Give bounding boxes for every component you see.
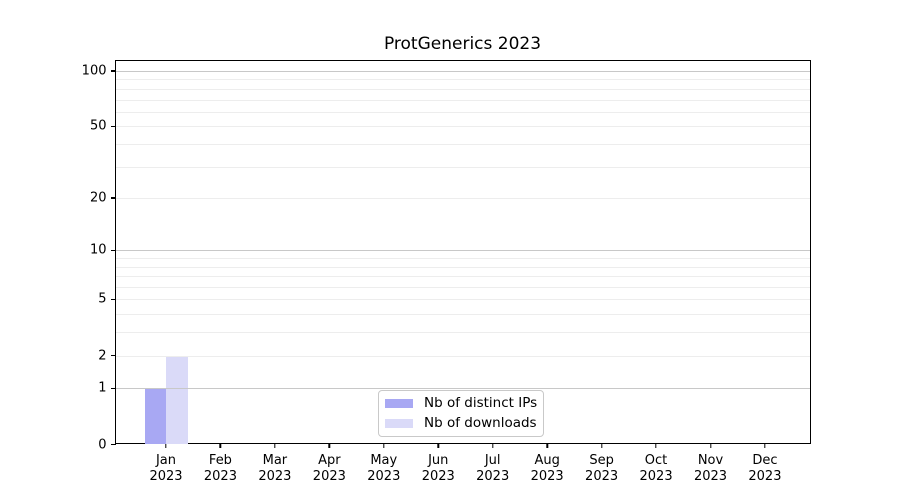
gridline-minor	[115, 88, 810, 90]
legend-entry-distinct-ips: Nb of distinct IPs	[385, 395, 537, 412]
y-tick	[110, 70, 116, 72]
bar-distinct-ips-jan	[144, 388, 166, 445]
y-tick-label: 0	[98, 437, 107, 452]
gridline-minor	[115, 198, 810, 200]
x-tick-label-dec: Dec 2023	[748, 452, 782, 484]
gridline-minor	[115, 314, 810, 316]
y-tick	[110, 125, 116, 127]
chart-title: ProtGenerics 2023	[383, 34, 542, 54]
gridline-minor	[115, 143, 810, 145]
bar-downloads-jan	[166, 355, 188, 445]
y-tick-label: 100	[81, 63, 107, 79]
gridline-minor	[115, 111, 810, 113]
x-tick-label-nov: Nov 2023	[693, 452, 728, 484]
gridline-minor	[115, 99, 810, 101]
y-tick	[110, 298, 116, 301]
y-tick-label: 20	[89, 190, 107, 206]
gridline-major	[115, 388, 810, 390]
x-tick	[764, 442, 766, 448]
x-tick	[491, 442, 494, 448]
gridline-minor	[115, 355, 810, 357]
x-tick	[600, 442, 603, 448]
x-tick	[546, 442, 548, 448]
y-tick-label: 50	[89, 118, 107, 134]
y-tick	[110, 354, 116, 357]
x-tick-label-jun: Jun 2023	[421, 452, 455, 484]
x-tick-label-jul: Jul 2023	[476, 452, 510, 484]
gridline-major	[115, 250, 810, 252]
y-tick	[110, 387, 116, 390]
x-tick	[709, 442, 712, 448]
y-tick	[110, 249, 116, 252]
legend-label: Nb of downloads	[424, 415, 537, 432]
plot-area: 0 1 2 5 10 20 50 100 Jan 2023 Feb 2023 Mar 2023 Apr 20…	[82, 60, 811, 484]
gridline-minor	[115, 299, 810, 301]
gridline-minor	[115, 79, 810, 81]
x-tick-label-jan: Jan 2023	[149, 452, 183, 484]
y-tick	[110, 443, 116, 446]
legend-swatch-icon	[385, 419, 413, 429]
y-tick-label: 1	[98, 380, 107, 396]
x-tick-label-may: May 2023	[367, 452, 401, 484]
x-tick	[274, 442, 276, 448]
x-tick	[383, 442, 385, 448]
y-tick-label: 5	[98, 291, 107, 307]
x-tick-label-sep: Sep 2023	[585, 452, 619, 484]
x-tick	[328, 442, 331, 448]
gridline-minor	[115, 266, 810, 268]
x-tick-label-aug: Aug 2023	[530, 452, 564, 484]
y-tick-label: 2	[98, 348, 107, 364]
gridline-minor	[115, 287, 810, 289]
x-tick-label-apr: Apr 2023	[312, 452, 346, 484]
y-tick-label: 10	[89, 242, 107, 258]
legend-entry-downloads: Nb of downloads	[385, 416, 537, 433]
x-tick	[165, 442, 167, 448]
legend: Nb of distinct IPs Nb of downloads	[378, 390, 544, 437]
legend-swatch-icon	[385, 398, 413, 408]
x-tick-label-mar: Mar 2023	[258, 452, 292, 484]
x-tick	[655, 442, 657, 448]
x-tick-label-oct: Oct 2023	[639, 452, 673, 484]
gridline-minor	[115, 276, 810, 278]
x-tick	[437, 442, 439, 448]
gridline-minor	[115, 258, 810, 260]
gridline-minor	[115, 126, 810, 128]
y-tick	[110, 197, 116, 199]
gridline-minor	[115, 166, 810, 168]
x-tick	[219, 442, 222, 448]
gridline-minor	[115, 332, 810, 334]
x-tick-label-feb: Feb 2023	[203, 452, 237, 484]
gridline-major	[115, 70, 810, 72]
legend-label: Nb of distinct IPs	[424, 394, 538, 411]
